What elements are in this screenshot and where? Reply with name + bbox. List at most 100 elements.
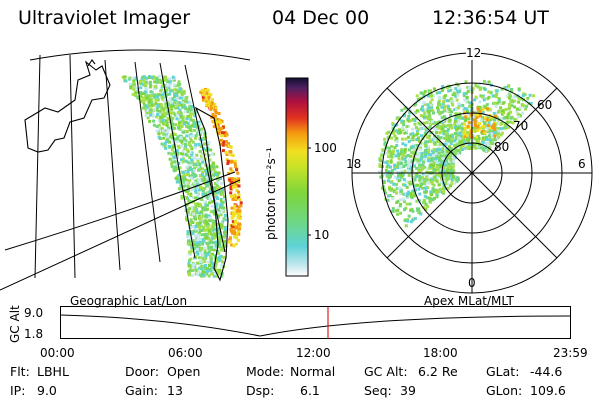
emission-pixel [422,160,426,164]
emission-pixel [193,206,196,210]
emission-pixel [209,148,213,152]
emission-pixel [456,125,460,129]
emission-pixel [232,222,236,226]
emission-pixel [457,119,461,123]
emission-pixel [431,164,435,168]
emission-pixel [235,231,239,235]
emission-pixel [181,92,185,95]
emission-pixel [203,260,207,264]
emission-pixel [451,135,454,138]
emission-pixel [443,104,447,108]
emission-pixel [415,175,419,179]
emission-pixel [437,143,441,147]
emission-pixel [212,163,215,167]
emission-pixel [461,122,464,126]
emission-pixel [432,176,436,180]
emission-pixel [202,98,205,102]
emission-pixel [210,245,213,249]
emission-pixel [211,105,215,109]
emission-pixel [384,169,388,172]
emission-pixel [204,203,208,207]
emission-pixel [502,116,506,120]
emission-pixel [519,97,523,101]
emission-pixel [409,154,413,158]
colorbar-tick-10: 10 [314,228,330,242]
emission-pixel [203,152,207,156]
emission-pixel [224,139,228,143]
emission-pixel [384,191,387,195]
emission-pixel [393,167,397,171]
emission-pixel [409,119,413,123]
emission-pixel [185,165,189,169]
emission-pixel [169,133,173,137]
emission-pixel [189,264,193,268]
emission-pixel [461,117,465,120]
emission-pixel [210,236,214,240]
emission-pixel [197,256,201,260]
emission-pixel [487,90,491,94]
emission-pixel [217,208,220,212]
emission-pixel [437,126,441,130]
emission-pixel [201,257,205,261]
emission-pixel [502,126,506,130]
emission-pixel [460,148,464,151]
emission-pixel [488,134,491,138]
emission-pixel [163,98,167,102]
emission-pixel [415,199,419,203]
emission-pixel [386,175,390,179]
emission-pixel [142,79,146,83]
emission-pixel [199,203,203,207]
emission-pixel [178,87,182,91]
emission-pixel [395,117,399,121]
emission-pixel [142,75,146,79]
time-tick-0600: 06:00 [168,346,203,360]
emission-pixel [140,77,144,81]
emission-pixel [196,193,200,197]
emission-pixel [412,148,416,152]
emission-pixel [435,173,439,176]
emission-pixel [213,227,217,231]
emission-pixel [409,195,413,199]
emission-pixel [215,121,219,125]
emission-pixel [485,126,489,130]
emission-pixel [481,131,485,135]
emission-pixel [442,166,446,170]
emission-pixel [476,129,480,132]
emission-pixel [491,138,495,142]
emission-pixel [232,180,236,184]
emission-pixel [215,165,219,169]
emission-pixel [398,170,402,174]
emission-pixel [188,243,192,247]
emission-pixel [193,167,197,170]
emission-pixel [182,136,186,140]
emission-pixel [162,75,166,79]
emission-pixel [389,188,393,192]
emission-pixel [227,142,230,146]
emission-pixel [211,222,215,226]
emission-pixel [439,172,443,176]
emission-pixel [457,116,461,120]
emission-pixel [419,114,423,118]
emission-pixel [208,270,212,274]
emission-pixel [213,254,217,258]
emission-pixel [477,136,481,140]
emission-pixel [498,127,501,131]
emission-pixel [195,261,199,265]
emission-pixel [198,165,202,169]
emission-pixel [435,155,439,159]
emission-pixel [197,188,201,192]
emission-pixel [457,136,461,140]
emission-pixel [446,149,450,153]
emission-pixel [212,274,216,278]
emission-pixel [205,103,209,107]
glon-label: GLon: [486,383,523,398]
emission-pixel [184,159,188,163]
emission-pixel [149,84,153,88]
emission-pixel [440,110,444,114]
emission-pixel [382,172,386,176]
emission-pixel [234,165,238,168]
emission-pixel [193,121,196,125]
emission-pixel [409,208,412,212]
emission-pixel [201,194,205,198]
gcalt-label: GC Alt: [364,364,408,379]
